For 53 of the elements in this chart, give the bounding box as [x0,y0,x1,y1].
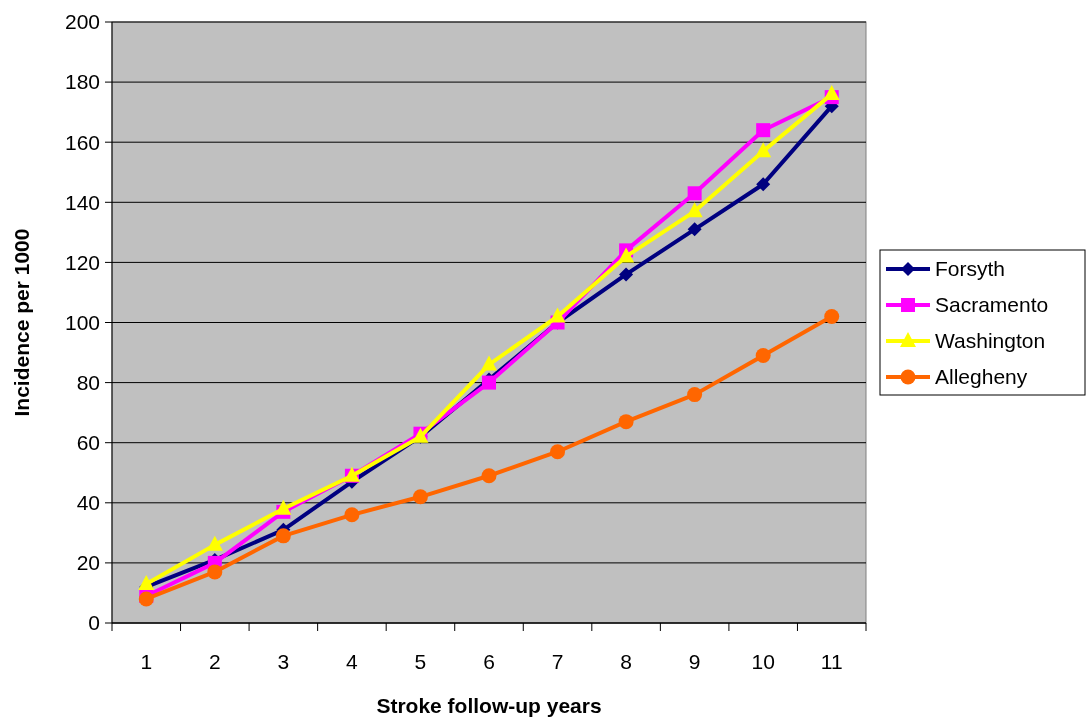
point [755,142,772,158]
x-tick-label: 5 [414,650,427,673]
legend-label: Allegheny [935,365,1028,389]
x-tick-label: 10 [751,650,775,673]
point [619,267,634,282]
point [687,387,703,403]
point [206,535,223,551]
y-tick-label: 20 [76,551,100,575]
point [823,85,840,101]
point [686,202,703,218]
point [481,468,497,484]
point [138,574,155,590]
legend-label: Sacramento [935,293,1049,317]
x-tick-label: 1 [140,650,153,673]
x-tick-label: 11 [820,650,843,673]
y-tick-label: 80 [76,370,100,394]
point [275,528,291,544]
x-tick-label: 6 [483,650,495,673]
y-tick-label: 120 [64,250,100,274]
x-tick-label: 9 [688,650,701,673]
point [687,222,702,237]
legend-label: Forsyth [935,257,1006,281]
y-tick-label: 40 [76,491,100,515]
y-tick-label: 100 [64,310,100,334]
point [344,507,360,523]
x-tick-label: 7 [551,650,564,673]
y-tick-label: 0 [88,611,100,635]
point [481,355,497,371]
legend-label: Washington [935,329,1046,353]
x-tick-label: 4 [346,650,359,673]
point [756,177,771,192]
point [618,414,634,430]
x-tick-label: 8 [620,650,632,673]
y-tick-label: 140 [64,190,100,214]
point [550,444,566,460]
point [756,123,771,138]
point [412,489,428,505]
y-tick-label: 160 [64,130,100,154]
point [687,186,702,201]
point [138,591,154,607]
point [824,308,840,324]
y-tick-label: 60 [76,431,100,455]
x-axis-title: Stroke follow-up years [376,694,602,717]
y-tick-label: 200 [64,10,100,34]
point [549,307,566,323]
x-tick-label: 2 [208,650,221,673]
point [755,348,771,364]
y-axis-title: Incidence per 1000 [10,228,33,417]
point [618,247,635,263]
x-tick-label: 3 [277,650,290,673]
y-tick-label: 180 [64,70,100,94]
point [207,564,223,580]
point [275,499,292,515]
